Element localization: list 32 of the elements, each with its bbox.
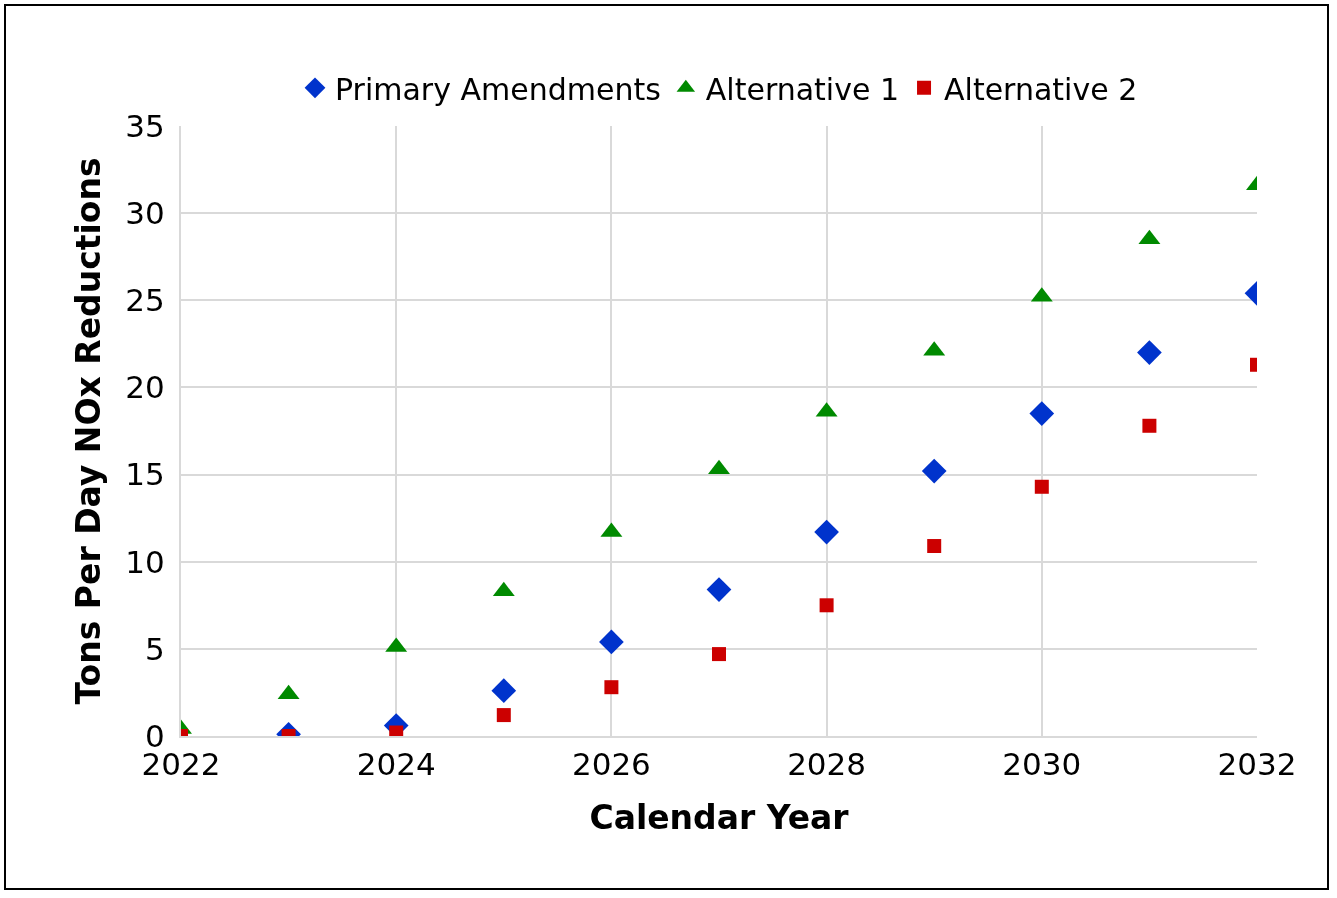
- y-tick-label: 15: [125, 456, 165, 493]
- point: [1137, 340, 1162, 365]
- point: [921, 458, 947, 484]
- y-tick-label: 20: [125, 369, 165, 406]
- point: [599, 629, 624, 655]
- point: [604, 680, 619, 695]
- x-tick-label: 2032: [1217, 746, 1297, 783]
- legend-label: Primary Amendments: [335, 71, 661, 107]
- legend-label: Alternative 1: [705, 71, 900, 107]
- y-tick-label: 25: [125, 282, 165, 319]
- point: [927, 539, 942, 554]
- point: [1029, 401, 1055, 426]
- point: [708, 459, 730, 475]
- x-tick-label: 2024: [356, 746, 436, 783]
- legend-label: Alternative 2: [944, 71, 1138, 107]
- y-tick-label: 10: [125, 543, 165, 580]
- x-tick-label: 2030: [1002, 746, 1082, 783]
- point: [706, 577, 732, 602]
- point: [814, 519, 839, 545]
- point: [1034, 479, 1049, 494]
- x-axis-title: Calendar Year: [589, 798, 850, 838]
- x-tick-label: 2026: [571, 746, 651, 783]
- point: [496, 708, 511, 723]
- y-tick-label: 35: [125, 107, 165, 144]
- y-tick-label: 30: [125, 194, 165, 231]
- point: [819, 598, 834, 613]
- y-axis-title: Tons Per Day NOx Reductions: [68, 157, 108, 705]
- point: [491, 678, 517, 704]
- y-tick-label: 5: [145, 630, 165, 667]
- point: [1142, 418, 1157, 433]
- x-tick-label: 2028: [787, 746, 867, 783]
- point: [712, 647, 726, 662]
